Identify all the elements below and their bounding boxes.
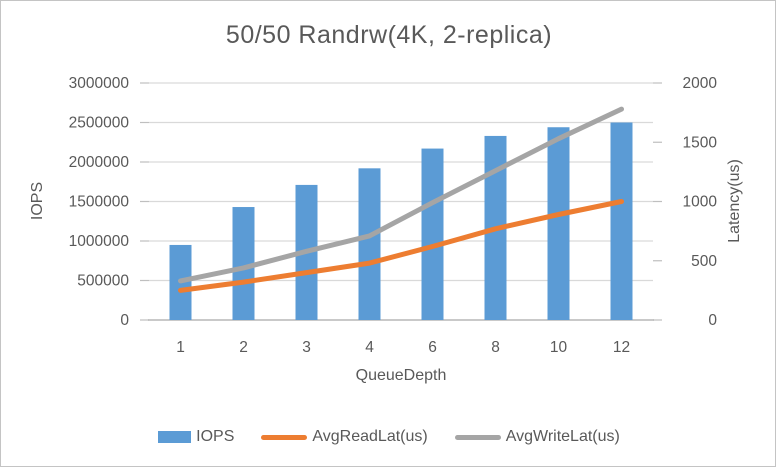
legend-label-iops: IOPS xyxy=(196,428,235,445)
x-axis-tick-label: 10 xyxy=(550,339,568,356)
chart-title: 50/50 Randrw(4K, 2-replica) xyxy=(225,21,553,49)
left-axis-tick-label: 3000000 xyxy=(69,75,130,92)
x-axis-tick-label: 12 xyxy=(613,339,630,356)
x-axis-tick-label: 6 xyxy=(428,339,437,356)
right-axis-tick-label: 1000 xyxy=(683,194,718,211)
x-axis-title: QueueDepth xyxy=(355,367,447,384)
write-latency-line xyxy=(178,106,624,284)
iops-bar xyxy=(232,207,255,320)
x-axis-tick-label: 2 xyxy=(239,339,248,356)
iops-bar xyxy=(547,127,570,321)
left-axis-tick-label: 1500000 xyxy=(69,194,130,211)
read-latency-line-swatch-icon xyxy=(261,434,308,440)
x-axis-tick-label: 4 xyxy=(365,339,374,356)
left-axis-tick-label: 2500000 xyxy=(69,115,130,132)
x-axis-tick-label: 1 xyxy=(176,339,185,356)
right-axis-tick-label: 1500 xyxy=(683,134,718,151)
legend-label-avgreadlat: AvgReadLat(us) xyxy=(312,428,428,445)
iops-bar xyxy=(358,168,381,320)
iops-bar xyxy=(421,148,444,320)
iops-bar-swatch-icon xyxy=(158,431,192,443)
iops-bar xyxy=(610,122,633,320)
left-axis-tick-label: 2000000 xyxy=(69,154,130,171)
read-latency-line xyxy=(178,199,624,293)
write-latency-line-swatch-icon xyxy=(454,434,501,440)
legend-label-avgwritelat: AvgWriteLat(us) xyxy=(505,428,620,445)
legend-item-avgwritelat: AvgWriteLat(us) xyxy=(454,428,620,446)
right-axis-tick-label: 0 xyxy=(708,312,717,329)
right-axis-tick-label: 2000 xyxy=(683,75,718,92)
legend-item-iops: IOPS xyxy=(158,428,234,446)
right-axis-tick-label: 500 xyxy=(691,253,717,270)
legend-item-avgreadlat: AvgReadLat(us) xyxy=(261,428,428,446)
left-axis-tick-label: 1000000 xyxy=(69,233,130,250)
legend: IOPS AvgReadLat(us) AvgWriteLat(us) xyxy=(1,424,775,450)
left-axis-tick-label: 500000 xyxy=(77,273,129,290)
x-axis-tick-label: 8 xyxy=(491,339,500,356)
left-axis-tick-label: 0 xyxy=(120,312,129,329)
x-axis-tick-label: 3 xyxy=(302,339,311,356)
